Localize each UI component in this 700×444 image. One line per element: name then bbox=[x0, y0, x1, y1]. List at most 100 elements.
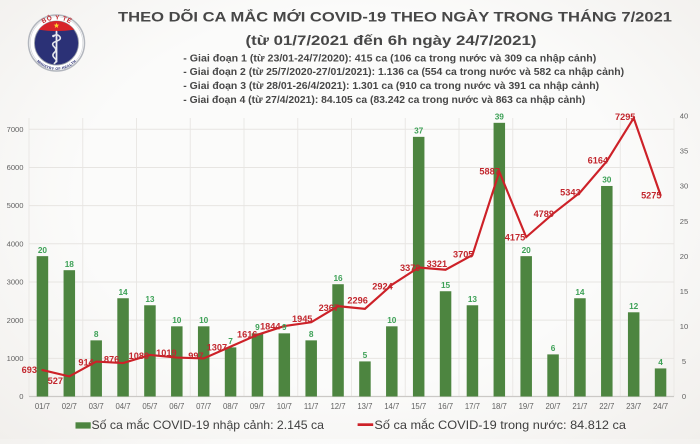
svg-text:THEO DÕI CA MẮC MỚI COVID-19 T: THEO DÕI CA MẮC MỚI COVID-19 THEO NGÀY T… bbox=[118, 8, 672, 25]
svg-text:1844: 1844 bbox=[260, 321, 281, 331]
svg-text:13: 13 bbox=[468, 294, 478, 304]
svg-text:4000: 4000 bbox=[7, 239, 24, 248]
svg-text:1616: 1616 bbox=[237, 330, 257, 340]
svg-text:37: 37 bbox=[414, 125, 424, 135]
svg-text:Số ca mắc COVID-19 nhập cảnh:: Số ca mắc COVID-19 nhập cảnh: 2.145 ca bbox=[92, 417, 325, 432]
svg-text:10: 10 bbox=[387, 315, 397, 325]
svg-text:7: 7 bbox=[228, 336, 233, 346]
svg-text:I: I bbox=[39, 61, 42, 65]
svg-text:25: 25 bbox=[680, 217, 688, 226]
svg-text:2924: 2924 bbox=[372, 282, 393, 292]
svg-text:E: E bbox=[64, 65, 68, 70]
svg-text:13/7: 13/7 bbox=[357, 402, 372, 411]
svg-text:21/7: 21/7 bbox=[572, 402, 587, 411]
svg-text:R: R bbox=[48, 66, 52, 71]
svg-text:30: 30 bbox=[602, 175, 612, 185]
svg-text:4789: 4789 bbox=[534, 209, 554, 219]
svg-text:Y: Y bbox=[51, 66, 55, 70]
svg-text:7295: 7295 bbox=[615, 112, 635, 122]
svg-text:11/7: 11/7 bbox=[304, 402, 319, 411]
svg-text:10/7: 10/7 bbox=[277, 402, 292, 411]
svg-text:03/7: 03/7 bbox=[89, 402, 104, 411]
svg-text:14/7: 14/7 bbox=[384, 402, 399, 411]
svg-text:T: T bbox=[46, 65, 50, 70]
svg-text:527: 527 bbox=[48, 376, 63, 386]
svg-text:6: 6 bbox=[551, 343, 556, 353]
svg-text:6000: 6000 bbox=[7, 163, 24, 172]
svg-text:- Giai đoạn 1 (từ 23/01-24/7/2: - Giai đoạn 1 (từ 23/01-24/7/2020): 415 … bbox=[183, 52, 596, 64]
svg-text:15/7: 15/7 bbox=[411, 402, 426, 411]
svg-text:914: 914 bbox=[78, 358, 94, 368]
svg-text:20: 20 bbox=[38, 245, 48, 255]
svg-text:04/7: 04/7 bbox=[115, 402, 130, 411]
svg-text:5: 5 bbox=[363, 350, 368, 360]
svg-text:L: L bbox=[69, 62, 74, 67]
svg-text:1307: 1307 bbox=[207, 343, 227, 353]
svg-text:O: O bbox=[55, 67, 58, 71]
svg-text:3705: 3705 bbox=[453, 250, 473, 260]
svg-text:20: 20 bbox=[680, 252, 688, 261]
svg-text:10: 10 bbox=[172, 315, 182, 325]
svg-text:19/7: 19/7 bbox=[519, 402, 534, 411]
svg-text:2000: 2000 bbox=[7, 316, 24, 325]
svg-text:07/7: 07/7 bbox=[196, 402, 211, 411]
svg-text:F: F bbox=[58, 67, 61, 71]
svg-text:16: 16 bbox=[333, 273, 343, 283]
svg-text:15: 15 bbox=[680, 287, 688, 296]
svg-text:N: N bbox=[40, 62, 45, 67]
svg-text:13: 13 bbox=[145, 294, 155, 304]
svg-text:9: 9 bbox=[255, 322, 260, 332]
svg-text:18/7: 18/7 bbox=[492, 402, 507, 411]
svg-text:Ộ: Ộ bbox=[46, 13, 53, 23]
svg-text:0: 0 bbox=[19, 392, 23, 401]
svg-text:39: 39 bbox=[495, 111, 505, 121]
svg-text:15: 15 bbox=[441, 280, 451, 290]
svg-text:6164: 6164 bbox=[588, 155, 609, 165]
svg-text:Số ca mắc COVID-19 trong nước:: Số ca mắc COVID-19 trong nước: 84.812 ca bbox=[374, 417, 626, 432]
svg-text:2296: 2296 bbox=[347, 295, 367, 305]
svg-text:3379: 3379 bbox=[400, 263, 420, 273]
svg-text:17/7: 17/7 bbox=[465, 402, 480, 411]
svg-text:997: 997 bbox=[188, 351, 203, 361]
svg-text:- Giai đoạn 2 (từ 25/7/2020-27: - Giai đoạn 2 (từ 25/7/2020-27/01/2021):… bbox=[183, 66, 624, 78]
svg-text:12/7: 12/7 bbox=[330, 402, 345, 411]
svg-text:- Giai đoạn 3 (từ 28/01-26/4/2: - Giai đoạn 3 (từ 28/01-26/4/2021): 1.30… bbox=[183, 80, 599, 92]
svg-text:12: 12 bbox=[629, 301, 639, 311]
svg-text:5887: 5887 bbox=[479, 167, 499, 177]
svg-text:09/7: 09/7 bbox=[250, 402, 265, 411]
svg-text:18: 18 bbox=[65, 259, 75, 269]
svg-text:T: T bbox=[61, 15, 67, 23]
svg-text:10: 10 bbox=[199, 315, 209, 325]
svg-text:14: 14 bbox=[118, 287, 128, 297]
svg-text:H: H bbox=[72, 59, 77, 64]
svg-text:I: I bbox=[42, 64, 45, 68]
svg-text:35: 35 bbox=[680, 147, 688, 156]
svg-text:01/7: 01/7 bbox=[35, 402, 50, 411]
svg-text:- Giai đoạn 4 (từ 27/4/2021):: - Giai đoạn 4 (từ 27/4/2021): 84.105 ca … bbox=[183, 94, 585, 106]
svg-text:1000: 1000 bbox=[7, 354, 24, 363]
svg-text:40: 40 bbox=[680, 112, 688, 121]
svg-text:1019: 1019 bbox=[156, 348, 176, 358]
svg-text:Y: Y bbox=[55, 14, 60, 21]
svg-text:2367: 2367 bbox=[319, 303, 339, 313]
svg-text:20: 20 bbox=[522, 245, 532, 255]
svg-text:5: 5 bbox=[682, 357, 686, 366]
svg-text:30: 30 bbox=[680, 182, 688, 191]
svg-text:24/7: 24/7 bbox=[653, 402, 668, 411]
svg-text:3000: 3000 bbox=[7, 278, 24, 287]
svg-text:T: T bbox=[70, 61, 75, 66]
svg-text:0: 0 bbox=[682, 392, 686, 401]
svg-text:8: 8 bbox=[309, 329, 314, 339]
svg-text:M: M bbox=[36, 59, 41, 64]
svg-text:10: 10 bbox=[680, 322, 688, 331]
svg-text:4: 4 bbox=[658, 357, 663, 367]
svg-text:Ế: Ế bbox=[65, 14, 74, 25]
svg-text:22/7: 22/7 bbox=[599, 402, 614, 411]
svg-text:693: 693 bbox=[22, 365, 37, 375]
svg-text:7000: 7000 bbox=[7, 125, 24, 134]
svg-text:5343: 5343 bbox=[560, 187, 580, 197]
svg-text:5275: 5275 bbox=[641, 190, 661, 200]
svg-text:8: 8 bbox=[94, 329, 99, 339]
svg-text:20/7: 20/7 bbox=[545, 402, 560, 411]
svg-text:5000: 5000 bbox=[7, 201, 24, 210]
